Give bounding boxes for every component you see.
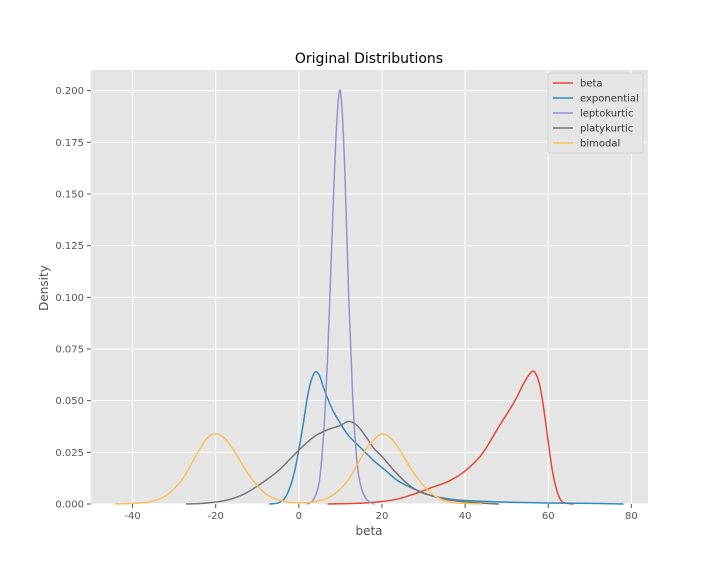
y-tick-label: 0.050: [55, 396, 84, 407]
y-tick-label: 0.175: [55, 138, 84, 149]
x-axis-label: beta: [355, 524, 382, 538]
x-tick-label: -40: [124, 511, 140, 522]
x-tick-label: 60: [542, 511, 555, 522]
legend-label-beta: beta: [580, 79, 603, 90]
series-layer: [115, 89, 624, 505]
x-tick-label: 20: [376, 511, 389, 522]
x-tick-label: 40: [459, 511, 472, 522]
y-axis-ticks: 0.000 0.025 0.050 0.075 0.100 0.125 0.150 0.175…: [55, 86, 91, 511]
y-tick-label: 0.025: [55, 448, 84, 459]
legend-frame: [547, 72, 644, 154]
y-tick-label: 0.100: [55, 293, 84, 304]
y-tick-label: 0.075: [55, 345, 84, 356]
grid: [91, 70, 648, 505]
y-tick-label: 0.200: [55, 86, 84, 97]
legend-label-platykurtic: platykurtic: [580, 124, 633, 135]
series-line-leptokurtic: [306, 89, 375, 505]
x-axis-ticks: -40 -20 0 20 40 60 80: [124, 504, 638, 522]
series-line-beta: [327, 370, 574, 505]
legend: beta exponential leptokurtic platykurtic bim…: [547, 72, 644, 154]
legend-label-bimodal: bimodal: [580, 139, 620, 150]
y-axis-label: Density: [37, 265, 51, 311]
chart-title: Original Distributions: [295, 51, 443, 67]
series-line-exponential: [268, 370, 624, 505]
x-tick-label: 80: [625, 511, 638, 522]
x-tick-label: 0: [296, 511, 302, 522]
y-tick-label: 0.150: [55, 190, 84, 201]
series-line-platykurtic: [185, 420, 500, 505]
legend-label-exponential: exponential: [580, 94, 639, 105]
y-tick-label: 0.125: [55, 241, 84, 252]
x-tick-label: -20: [208, 511, 224, 522]
series-line-bimodal: [115, 432, 483, 505]
legend-label-leptokurtic: leptokurtic: [580, 109, 633, 120]
y-tick-label: 0.000: [55, 500, 84, 511]
